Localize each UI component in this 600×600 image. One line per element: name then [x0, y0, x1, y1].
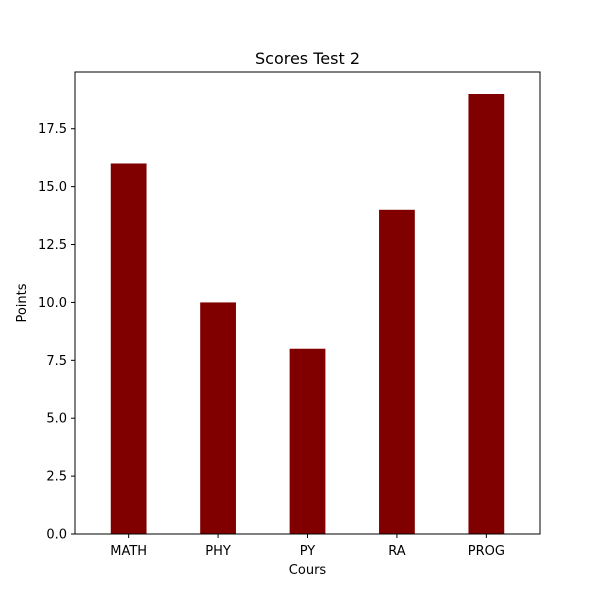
bar-math: [110, 163, 147, 534]
plot-frame: [74, 71, 541, 535]
y-tick-label: 2.5: [46, 470, 67, 485]
y-tick-label: 10.0: [38, 296, 67, 311]
bar-py: [289, 348, 326, 534]
bar-ra: [379, 209, 415, 534]
x-tick-label: MATH: [110, 544, 147, 559]
bars-group: [110, 94, 505, 534]
y-tick-label: 0.0: [46, 528, 67, 543]
x-axis-label: Cours: [289, 563, 327, 578]
y-axis-label: Points: [15, 283, 30, 322]
y-tick-label: 5.0: [46, 412, 67, 427]
x-axis-ticks: MATH PHY PY RA PROG: [110, 534, 505, 559]
chart-title: Scores Test 2: [255, 49, 360, 68]
x-tick-label: PROG: [468, 544, 505, 559]
bar-prog: [468, 94, 505, 534]
bar-phy: [200, 302, 236, 534]
x-tick-label: RA: [388, 544, 406, 559]
y-axis-ticks: 0.0 2.5 5.0 7.5 10.0 12.5 15.0 17.5: [38, 122, 75, 543]
x-tick-label: PHY: [205, 544, 231, 559]
x-tick-label: PY: [300, 544, 316, 559]
y-tick-label: 12.5: [38, 238, 67, 253]
y-tick-label: 15.0: [38, 180, 67, 195]
y-tick-label: 17.5: [38, 122, 67, 137]
y-tick-label: 7.5: [46, 354, 67, 369]
